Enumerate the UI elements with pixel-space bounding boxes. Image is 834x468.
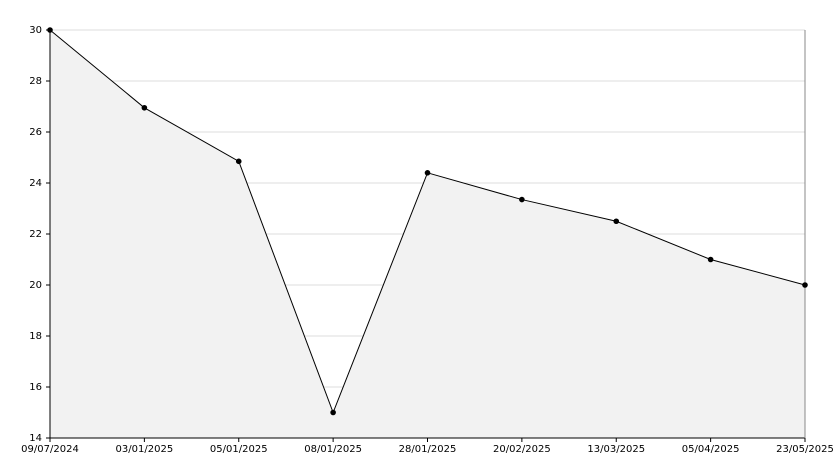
x-tick-label: 13/03/2025 (587, 444, 645, 455)
marker (802, 282, 808, 288)
marker (330, 409, 336, 416)
y-tick-label: 26 (29, 127, 42, 138)
marker (47, 27, 53, 33)
area (50, 30, 805, 438)
marker (519, 196, 525, 203)
y-tick-label: 16 (29, 382, 42, 393)
y-tick-label: 18 (29, 331, 42, 342)
x-tick-label: 05/01/2025 (210, 444, 268, 455)
marker (613, 218, 620, 225)
x-tick-label: 05/04/2025 (682, 444, 740, 455)
y-tick-label: 24 (29, 178, 42, 189)
y-tick-label: 22 (29, 229, 42, 240)
x-tick-label: 03/01/2025 (116, 444, 174, 455)
y-tick-label: 30 (29, 25, 42, 36)
x-tick-label: 09/07/2024 (21, 444, 79, 455)
x-tick-label: 28/01/2025 (399, 444, 457, 455)
y-tick-label: 28 (29, 76, 42, 87)
x-tick-label: 20/02/2025 (493, 444, 551, 455)
x-tick-label: 08/01/2025 (304, 444, 362, 455)
y-tick-label: 20 (29, 280, 42, 291)
marker (235, 158, 242, 165)
y-tick-label: 14 (29, 433, 42, 444)
marker (424, 170, 431, 176)
x-tick-label: 23/05/2025 (776, 444, 834, 455)
marker (141, 104, 148, 111)
marker (707, 256, 714, 263)
